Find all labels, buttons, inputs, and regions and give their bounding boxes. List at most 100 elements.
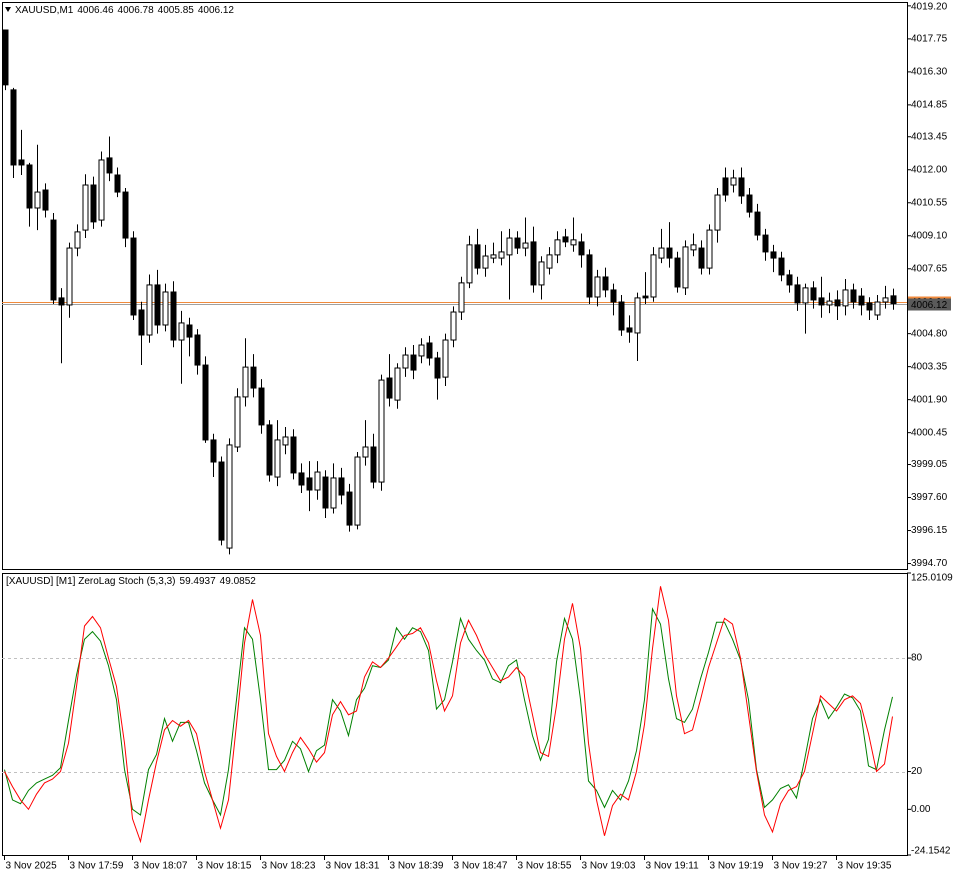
candle-body bbox=[434, 357, 441, 379]
candle-body bbox=[106, 157, 113, 174]
candle-body bbox=[514, 237, 521, 249]
candle-body bbox=[738, 177, 745, 197]
candle-body bbox=[578, 241, 585, 256]
candle-body bbox=[794, 284, 801, 304]
candle-body bbox=[746, 194, 753, 213]
x-tick-label: 3 Nov 19:11 bbox=[646, 861, 700, 872]
y-tick-label: 4009.10 bbox=[911, 230, 948, 241]
candle-body bbox=[666, 247, 673, 259]
candle-body bbox=[218, 461, 225, 541]
candle-body bbox=[850, 289, 857, 303]
candle-body bbox=[378, 379, 385, 483]
candle-body bbox=[50, 219, 57, 301]
candle-body bbox=[162, 291, 169, 326]
candle-body bbox=[194, 334, 201, 366]
y-tick-label: 4017.75 bbox=[911, 34, 948, 45]
candle-body bbox=[778, 257, 785, 276]
collapse-arrow[interactable] bbox=[5, 7, 11, 12]
candle-body bbox=[266, 424, 273, 476]
candle-body bbox=[258, 387, 265, 426]
y-tick-label: 3996.15 bbox=[911, 525, 948, 536]
candle-body bbox=[274, 439, 281, 478]
candle-body bbox=[186, 324, 193, 338]
candle-body bbox=[698, 247, 705, 269]
candle-body bbox=[594, 276, 601, 298]
candle-body bbox=[282, 436, 289, 446]
candle-body bbox=[706, 229, 713, 269]
x-tick-label: 3 Nov 18:07 bbox=[134, 861, 188, 872]
candle-body bbox=[394, 367, 401, 401]
candle-body bbox=[354, 456, 361, 526]
candle-body bbox=[602, 276, 609, 291]
candle-body bbox=[362, 446, 369, 458]
x-tick-label: 3 Nov 19:03 bbox=[582, 861, 636, 872]
header-value: 4006.46 bbox=[77, 5, 114, 16]
candle-body bbox=[458, 282, 465, 313]
candle-body bbox=[826, 300, 833, 306]
candle-body bbox=[66, 247, 73, 306]
candle-body bbox=[26, 164, 33, 209]
y-tick-label: 0.00 bbox=[911, 804, 931, 815]
x-tick-label: 3 Nov 18:31 bbox=[326, 861, 380, 872]
candle-body bbox=[714, 194, 721, 231]
y-tick-label: 3994.70 bbox=[911, 558, 948, 569]
y-tick-label: 4007.65 bbox=[911, 263, 948, 274]
panel-header: XAUUSD,M1 4006.46 4006.78 4005.85 4006.12 bbox=[15, 5, 234, 16]
candle-body bbox=[562, 236, 569, 243]
candle-body bbox=[42, 189, 49, 211]
candle-body bbox=[114, 174, 121, 193]
y-tick-label: 4019.20 bbox=[911, 2, 948, 13]
x-tick-label: 3 Nov 2025 bbox=[6, 861, 58, 872]
candle-body bbox=[586, 254, 593, 298]
y-tick-label: 3999.05 bbox=[911, 459, 948, 470]
candle-body bbox=[346, 491, 353, 526]
candle-body bbox=[338, 477, 345, 496]
candle-body bbox=[122, 191, 129, 239]
y-tick-label: 4012.00 bbox=[911, 164, 948, 175]
bid-label: 4006.12 bbox=[911, 300, 948, 311]
candle-body bbox=[98, 159, 105, 221]
candle-body bbox=[426, 342, 433, 359]
x-tick-label: 3 Nov 19:27 bbox=[774, 861, 828, 872]
candle-body bbox=[234, 396, 241, 448]
candle-body bbox=[818, 297, 825, 306]
candle-body bbox=[202, 364, 209, 441]
candle-body bbox=[418, 344, 425, 357]
candle-body bbox=[18, 159, 25, 166]
header-value: 49.0852 bbox=[220, 576, 257, 587]
candle-body bbox=[618, 301, 625, 331]
candle-body bbox=[226, 444, 233, 549]
header-value: 59.4937 bbox=[180, 576, 217, 587]
candle-body bbox=[314, 471, 321, 491]
candle-body bbox=[90, 184, 97, 223]
x-tick-label: 3 Nov 19:19 bbox=[710, 861, 764, 872]
y-tick-label: 80 bbox=[911, 653, 923, 664]
y-tick-label: 125.0109 bbox=[911, 573, 953, 584]
header-value: 4006.78 bbox=[118, 5, 155, 16]
header-value: 4005.85 bbox=[158, 5, 195, 16]
candle-body bbox=[386, 377, 393, 399]
candle-body bbox=[442, 339, 449, 378]
y-tick-label: 4014.85 bbox=[911, 100, 948, 111]
candle-body bbox=[882, 297, 889, 303]
panel-frame bbox=[2, 573, 908, 856]
candle-body bbox=[690, 244, 697, 251]
candle-body bbox=[170, 291, 177, 341]
candle-body bbox=[450, 311, 457, 341]
panel-frame bbox=[2, 2, 908, 570]
y-tick-label: 20 bbox=[911, 766, 923, 777]
x-tick-label: 3 Nov 19:35 bbox=[838, 861, 892, 872]
candle-body bbox=[210, 439, 217, 463]
candle-body bbox=[786, 274, 793, 286]
candle-body bbox=[370, 446, 377, 483]
candle-body bbox=[554, 239, 561, 256]
x-tick-label: 3 Nov 18:55 bbox=[518, 861, 572, 872]
candle-body bbox=[522, 242, 529, 249]
candle-body bbox=[530, 241, 537, 286]
candle-body bbox=[730, 177, 737, 186]
candle-body bbox=[890, 295, 897, 305]
candle-body bbox=[482, 255, 489, 269]
y-tick-label: 4016.30 bbox=[911, 67, 948, 78]
header-value: 4006.12 bbox=[198, 5, 235, 16]
